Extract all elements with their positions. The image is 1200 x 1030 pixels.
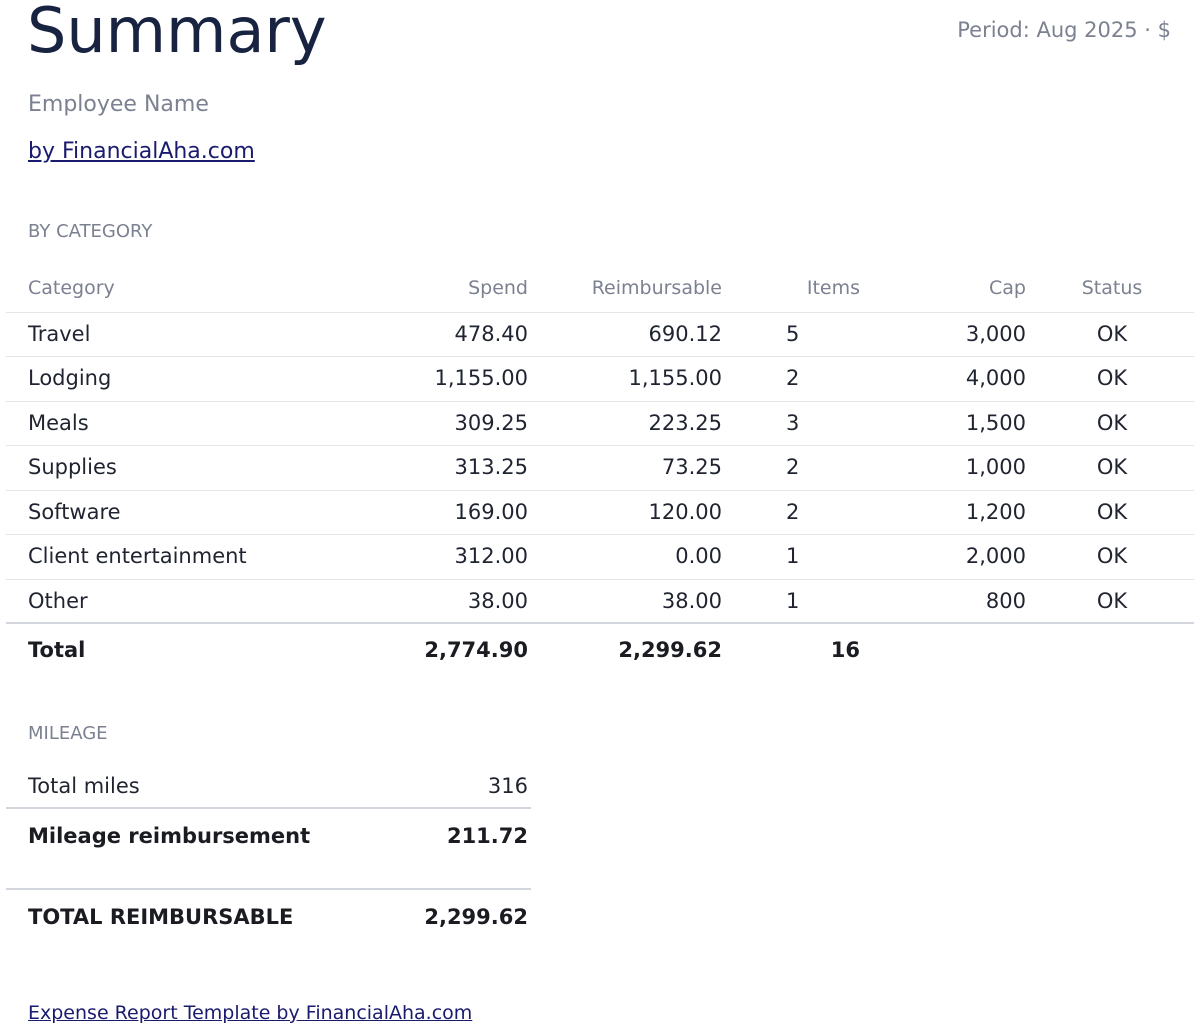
row-spend: 169.00 <box>454 500 528 524</box>
total-miles-value: 316 <box>487 774 528 798</box>
row-category: Software <box>28 500 121 524</box>
row-reimbursable: 0.00 <box>675 544 722 568</box>
row-status: OK <box>1096 322 1128 346</box>
row-spend: 312.00 <box>454 544 528 568</box>
row-spend: 1,155.00 <box>434 366 528 390</box>
row-category: Other <box>28 589 88 613</box>
col-header-status: Status <box>1081 277 1143 299</box>
row-reimbursable: 690.12 <box>648 322 722 346</box>
row-status: OK <box>1096 455 1128 479</box>
row-cap: 1,000 <box>965 455 1026 479</box>
row-cap: 1,500 <box>965 411 1026 435</box>
grand-total-value: 2,299.62 <box>424 905 528 929</box>
total-divider <box>6 622 1194 624</box>
row-spend: 313.25 <box>454 455 528 479</box>
period-label: Period: Aug 2025 · $ <box>957 18 1171 42</box>
mileage-reimbursement-value: 211.72 <box>446 824 528 848</box>
employee-name: Employee Name <box>28 92 209 117</box>
grand-total-label: TOTAL REIMBURSABLE <box>28 905 294 929</box>
row-cap: 3,000 <box>965 322 1026 346</box>
col-header-spend: Spend <box>468 277 528 299</box>
col-header-cap: Cap <box>989 277 1026 299</box>
footer-link[interactable]: Expense Report Template by FinancialAha.… <box>28 1002 473 1024</box>
row-reimbursable: 38.00 <box>661 589 722 613</box>
row-items: 2 <box>786 500 800 524</box>
row-divider <box>6 490 1194 491</box>
col-header-category: Category <box>28 277 115 299</box>
col-header-items: Items <box>806 277 860 299</box>
row-cap: 1,200 <box>965 500 1026 524</box>
row-divider <box>6 401 1194 402</box>
row-reimbursable: 120.00 <box>648 500 722 524</box>
row-status: OK <box>1096 411 1128 435</box>
mileage-section-label: MILEAGE <box>28 723 108 744</box>
row-divider <box>6 579 1194 580</box>
row-spend: 38.00 <box>467 589 528 613</box>
row-spend: 478.40 <box>454 322 528 346</box>
row-category: Client entertainment <box>28 544 247 568</box>
row-category: Lodging <box>28 366 112 390</box>
row-items: 2 <box>786 455 800 479</box>
row-cap: 800 <box>985 589 1026 613</box>
row-cap: 2,000 <box>965 544 1026 568</box>
row-category: Travel <box>28 322 91 346</box>
row-status: OK <box>1096 589 1128 613</box>
row-cap: 4,000 <box>965 366 1026 390</box>
row-category: Meals <box>28 411 89 435</box>
row-status: OK <box>1096 500 1128 524</box>
page-title: Summary <box>27 0 327 67</box>
total-label: Total <box>28 638 86 662</box>
row-reimbursable: 223.25 <box>648 411 722 435</box>
row-items: 1 <box>786 589 800 613</box>
total-items: 16 <box>830 638 860 662</box>
row-status: OK <box>1096 544 1128 568</box>
col-header-reimbursable: Reimbursable <box>591 277 722 299</box>
row-items: 2 <box>786 366 800 390</box>
row-items: 5 <box>786 322 800 346</box>
row-items: 1 <box>786 544 800 568</box>
grand-total-divider <box>6 888 531 890</box>
header-divider <box>6 312 1194 313</box>
row-divider <box>6 534 1194 535</box>
row-category: Supplies <box>28 455 117 479</box>
row-status: OK <box>1096 366 1128 390</box>
row-divider <box>6 445 1194 446</box>
row-spend: 309.25 <box>454 411 528 435</box>
mileage-divider <box>6 807 531 809</box>
by-category-section-label: BY CATEGORY <box>28 221 153 242</box>
row-items: 3 <box>786 411 800 435</box>
byline-link[interactable]: by FinancialAha.com <box>28 139 255 164</box>
row-reimbursable: 73.25 <box>661 455 722 479</box>
mileage-reimbursement-label: Mileage reimbursement <box>28 824 311 848</box>
row-reimbursable: 1,155.00 <box>628 366 722 390</box>
total-reimbursable: 2,299.62 <box>618 638 722 662</box>
total-spend: 2,774.90 <box>424 638 528 662</box>
total-miles-label: Total miles <box>28 774 140 798</box>
row-divider <box>6 356 1194 357</box>
